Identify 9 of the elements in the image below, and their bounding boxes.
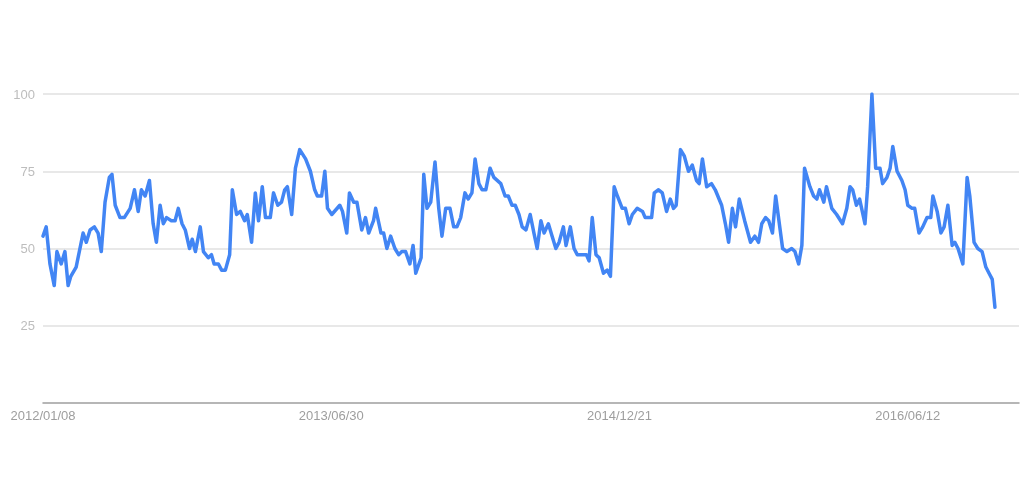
y-tick-label: 100 bbox=[13, 86, 35, 102]
y-tick-label: 50 bbox=[20, 241, 35, 256]
x-tick-label: 2013/06/30 bbox=[298, 408, 364, 423]
line-series bbox=[41, 92, 997, 309]
x-tick-label: 2014/12/21 bbox=[586, 408, 653, 423]
y-tick-label: 25 bbox=[20, 318, 35, 334]
y-tick-label: 75 bbox=[20, 163, 35, 179]
x-tick-label: 2012/01/08 bbox=[10, 408, 76, 423]
x-tick-label: 2016/06/12 bbox=[875, 408, 941, 423]
